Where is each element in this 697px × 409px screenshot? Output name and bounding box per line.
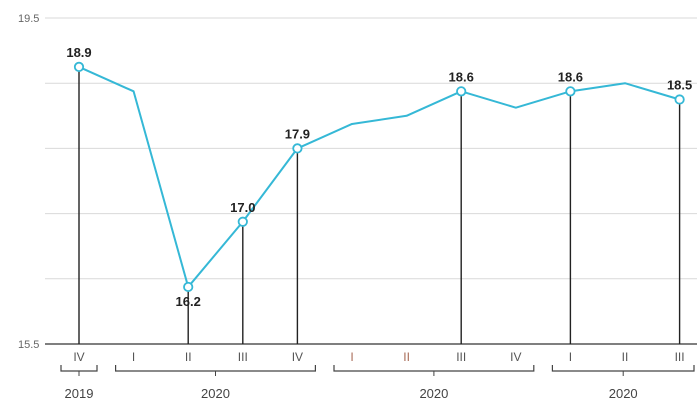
y-axis: 19.5 15.5 [18, 13, 39, 351]
year-bracket [60, 365, 98, 372]
data-point [237, 216, 248, 227]
x-tick-label: IV [73, 350, 84, 364]
y-tick-label: 15.5 [18, 339, 39, 351]
year-label: 2020 [609, 386, 638, 401]
data-point [183, 281, 194, 293]
x-tick-label: I [350, 350, 353, 364]
x-tick-label: II [622, 350, 629, 364]
x-tick-label: III [675, 350, 685, 364]
x-tick-label: III [456, 350, 466, 364]
x-tick-label: I [132, 350, 135, 364]
series [78, 65, 680, 288]
data-labels: 18.9 16.2 17.0 17.9 18.6 18.6 18.5 [66, 45, 692, 309]
x-tick-label: II [403, 350, 410, 364]
year-bracket [551, 365, 695, 372]
data-label: 18.9 [66, 45, 91, 60]
year-bracket [115, 365, 316, 372]
x-tick-label: IV [292, 350, 303, 364]
series-line [78, 65, 680, 288]
data-point [292, 143, 303, 154]
year-label: 2020 [201, 386, 230, 401]
data-point [456, 86, 467, 97]
data-label: 17.9 [285, 126, 310, 141]
data-label: 18.5 [667, 78, 692, 93]
grid-lines [45, 17, 697, 345]
markers [73, 61, 685, 293]
x-tick-label: III [238, 350, 248, 364]
data-label: 18.6 [449, 69, 474, 84]
data-label: 18.6 [558, 69, 583, 84]
data-point [565, 86, 576, 97]
x-tick-label: II [185, 350, 192, 364]
data-point [73, 61, 85, 73]
data-label: 16.2 [176, 294, 201, 309]
year-label: 2020 [419, 386, 448, 401]
x-tick-label: I [569, 350, 572, 364]
year-label: 2019 [65, 386, 94, 401]
data-label: 17.0 [230, 200, 255, 215]
y-tick-label: 19.5 [18, 13, 39, 25]
x-tick-label: IV [510, 350, 521, 364]
drop-lines [78, 66, 681, 344]
data-point [674, 94, 685, 105]
year-bracket [333, 365, 535, 372]
